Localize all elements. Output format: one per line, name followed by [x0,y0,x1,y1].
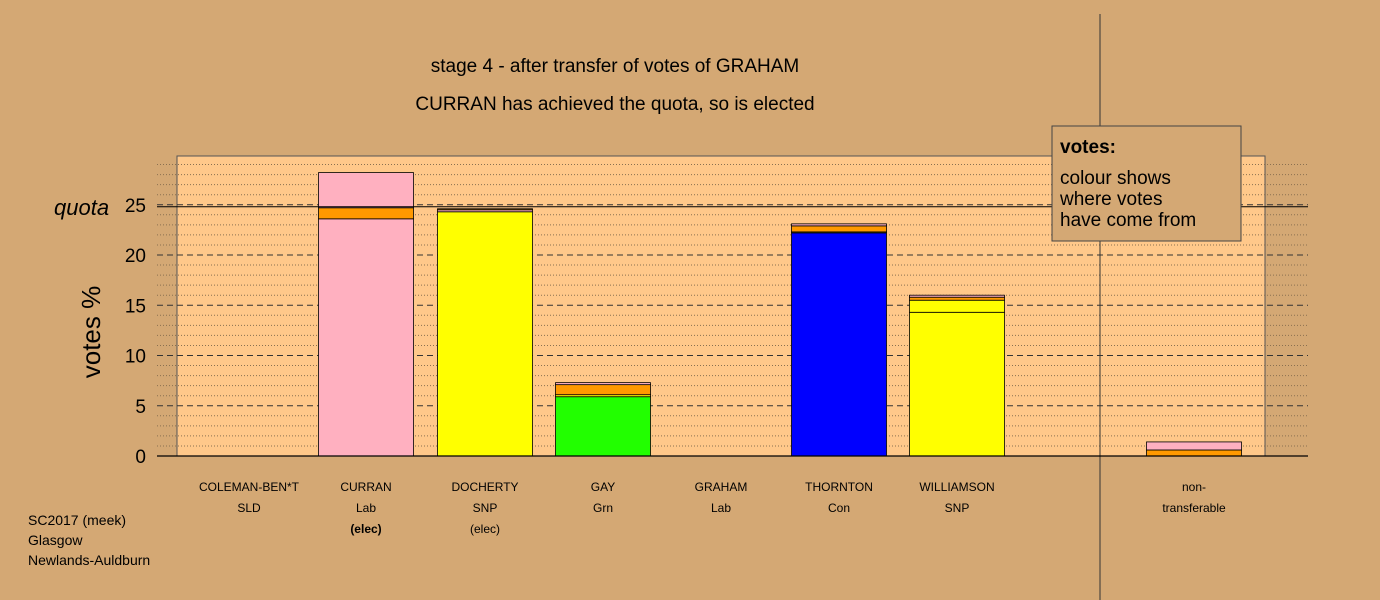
candidate-name-label: THORNTON [805,480,873,494]
chart-subtitle: CURRAN has achieved the quota, so is ele… [415,94,814,115]
y-axis-title: votes % [76,286,106,379]
quota-label: quota [54,195,109,220]
bar-segment [555,382,651,386]
bar-segment [437,208,533,211]
candidate-party-label: SNP [945,501,970,515]
y-tick-label: 10 [125,347,146,368]
y-tick-label: 0 [135,447,146,468]
y-tick-label: 15 [125,296,146,317]
bar-segment [791,225,887,233]
bar-segment [1146,449,1242,457]
legend-line: have come from [1060,210,1196,231]
bar-segment [555,384,651,396]
candidate-name-label: COLEMAN-BEN*T [199,480,300,494]
ward-label: Newlands-Auldburn [28,552,151,568]
candidate-party-label: Lab [356,501,376,515]
chart-title: stage 4 - after transfer of votes of GRA… [431,56,800,77]
bar-segment [437,211,533,457]
bar-segment [791,223,887,227]
candidate-name-label: CURRAN [340,480,391,494]
candidate-party-label: SNP [473,501,498,515]
bar-segment [909,294,1005,298]
candidate-party-label: Lab [711,501,731,515]
bar-segment [318,218,414,457]
candidate-name-label: WILLIAMSON [919,480,994,494]
candidate-name-label: non- [1182,480,1206,494]
legend-line: colour shows [1060,168,1171,189]
candidate-party-label: Grn [593,501,613,515]
y-tick-label: 25 [125,196,146,217]
footer-info: SC2017 (meek) Glasgow Newlands-Auldburn [28,510,150,570]
legend-box [1051,125,1242,242]
candidate-name-label: GAY [591,480,615,494]
legend-title: votes: [1060,137,1116,158]
candidate-party-label: Con [828,501,850,515]
bar-segment [909,299,1005,313]
candidate-status-label: (elec) [350,522,381,536]
bar-segment [555,396,651,457]
bar-segment [318,207,414,220]
y-tick-label: 20 [125,246,146,267]
candidate-party-label: transferable [1162,501,1226,515]
candidate-name-label: GRAHAM [695,480,748,494]
council-label: Glasgow [28,532,83,548]
y-tick-label: 5 [135,397,146,418]
bar-segment [791,232,887,457]
bar-segment [909,311,1005,457]
legend-line: where votes [1059,189,1162,210]
bar-segment [318,172,414,209]
candidate-status-label: (elec) [470,522,500,536]
candidate-name-label: DOCHERTY [451,480,518,494]
candidate-party-label: SLD [237,501,261,515]
election-label: SC2017 (meek) [28,512,127,528]
bar-segment [909,296,1005,301]
bar-segment [1146,441,1242,451]
